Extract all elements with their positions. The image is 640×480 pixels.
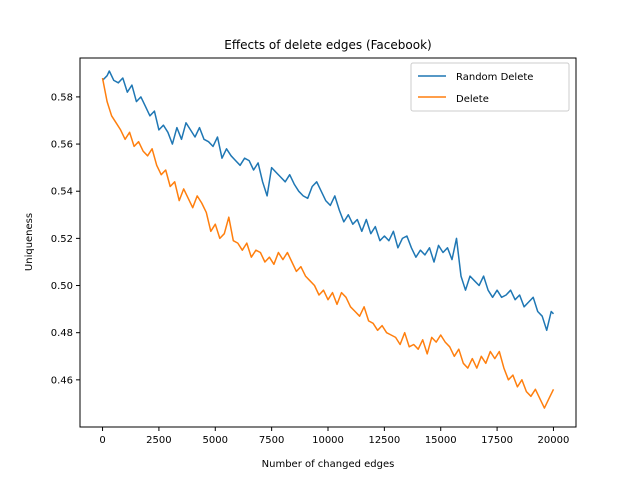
y-tick-label: 0.50 <box>51 281 73 292</box>
x-tick-label: 0 <box>99 435 105 446</box>
legend: Random Delete Delete <box>410 62 570 112</box>
y-tick-label: 0.48 <box>51 328 73 339</box>
y-tick-label: 0.56 <box>51 140 73 151</box>
legend-label-delete: Delete <box>456 94 489 105</box>
y-tick-label: 0.46 <box>51 375 73 386</box>
x-tick-label: 2500 <box>146 435 171 446</box>
x-tick-label: 15000 <box>425 435 457 446</box>
x-tick-label: 17500 <box>481 435 513 446</box>
series-line-random-delete <box>101 70 555 332</box>
x-tick-label: 20000 <box>538 435 570 446</box>
y-axis-title: Uniqueness <box>24 213 35 271</box>
x-tick-label: 12500 <box>368 435 400 446</box>
y-tick-label: 0.54 <box>51 187 73 198</box>
y-tick-label: 0.52 <box>51 234 73 245</box>
x-tick-label: 5000 <box>203 435 228 446</box>
x-axis: 0 2500 5000 7500 10000 12500 15000 17500 20000 <box>99 427 569 446</box>
y-axis: 0.46 0.48 0.50 0.52 0.54 0.56 0.58 <box>51 92 80 386</box>
legend-label-random-delete: Random Delete <box>456 72 533 83</box>
series-layer <box>101 70 555 409</box>
x-tick-label: 7500 <box>259 435 284 446</box>
y-tick-label: 0.58 <box>51 92 73 103</box>
legend-box <box>410 62 570 112</box>
x-tick-label: 10000 <box>312 435 344 446</box>
series-line-delete <box>101 77 555 409</box>
chart-title: Effects of delete edges (Facebook) <box>224 38 431 52</box>
x-axis-title: Number of changed edges <box>262 459 395 470</box>
